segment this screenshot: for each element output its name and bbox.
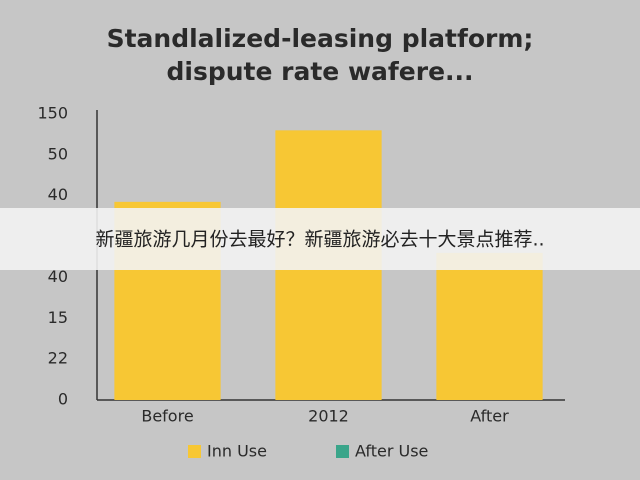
y-tick-label: 0: [58, 390, 68, 409]
banner: 新疆旅游几月份去最好？新疆旅游必去十大景点推荐..: [0, 208, 640, 270]
banner-background: [0, 208, 640, 270]
y-tick-label: 40: [48, 267, 68, 286]
legend-label: Inn Use: [207, 442, 267, 461]
chart-title: dispute rate wafere...: [166, 57, 473, 86]
y-tick-label: 50: [48, 144, 68, 163]
y-tick-label: 22: [48, 349, 68, 368]
x-tick-label: 2012: [308, 407, 349, 426]
x-tick-label: Before: [141, 407, 193, 426]
y-tick-label: 15: [48, 308, 68, 327]
y-tick-label: 150: [37, 104, 68, 123]
bar: [436, 252, 543, 400]
legend-swatch: [188, 445, 201, 458]
y-tick-label: 40: [48, 185, 68, 204]
legend-label: After Use: [355, 442, 428, 461]
x-tick-label: After: [470, 407, 509, 426]
banner-text: 新疆旅游几月份去最好？新疆旅游必去十大景点推荐..: [95, 229, 544, 251]
chart-title: Standlalized-leasing platform;: [107, 24, 534, 53]
legend-swatch: [336, 445, 349, 458]
